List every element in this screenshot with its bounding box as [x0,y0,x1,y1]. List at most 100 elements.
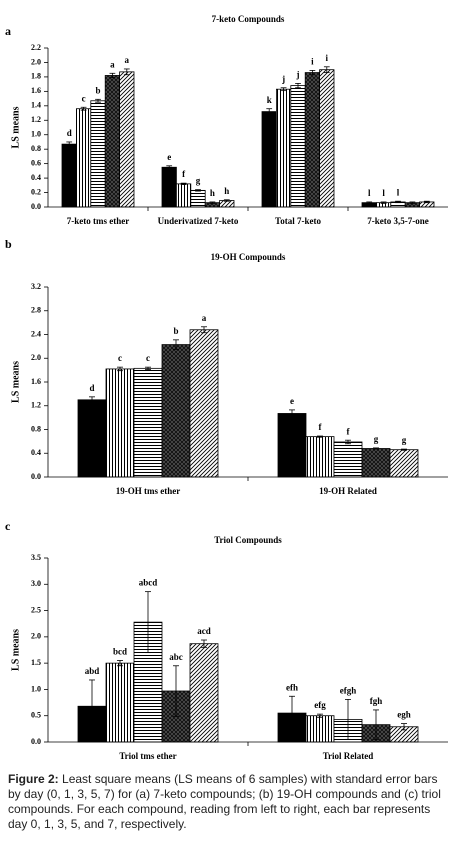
y-tick-label: 2.2 [31,43,41,52]
value-label: d [89,383,94,393]
y-tick-label: 3.0 [31,579,41,588]
value-label: i [326,53,329,63]
y-tick-label: 2.0 [31,632,41,641]
value-label: e [290,396,294,406]
value-label: b [95,85,100,95]
x-tick-label: Total 7-keto [275,216,321,226]
bar [133,367,163,478]
value-label: g [196,176,201,186]
value-label: c [118,353,122,363]
bar [261,111,277,208]
y-tick-label: 1.5 [31,658,41,667]
bar [175,183,192,208]
value-label: l [368,188,371,198]
y-tick-label: 1.0 [31,130,41,139]
bar [189,329,219,478]
value-label: h [224,186,229,196]
value-label: l [382,188,385,198]
y-tick-label: 0.0 [31,202,41,211]
bar [76,108,92,208]
value-label: f [182,169,186,179]
chart-title: 7-keto Compounds [212,14,285,24]
value-label: f [319,422,323,432]
value-label: bcd [113,647,127,657]
x-tick-label: Triol Related [323,751,374,761]
value-label: c [146,353,150,363]
value-label: egh [397,710,411,720]
bar [319,69,335,208]
value-label: j [296,69,300,79]
y-axis-label: LS means [10,361,21,403]
bar [304,72,321,208]
value-label: g [374,434,379,444]
value-label: e [167,152,171,162]
value-label: efg [314,700,326,710]
y-tick-label: 3.2 [31,282,41,291]
value-label: l [397,187,400,197]
bar [161,166,177,208]
bar [190,189,206,208]
x-tick-label: Underivatized 7-keto [158,216,239,226]
bar [305,715,335,743]
y-tick-label: 1.2 [31,401,41,410]
y-axis-label: LS means [10,629,21,671]
x-tick-label: 19-OH Related [319,486,377,496]
value-label: h [210,188,215,198]
value-label: abcd [139,578,158,588]
y-tick-label: 0.0 [31,737,41,746]
bar [161,344,191,478]
x-tick-label: Triol tms ether [119,751,176,761]
value-label: abd [85,666,100,676]
y-tick-label: 0.2 [31,187,41,196]
value-label: j [281,74,285,84]
y-tick-label: 2.8 [31,306,41,315]
x-tick-label: 19-OH tms ether [116,486,180,496]
bar [119,71,135,208]
bar [61,143,77,208]
panel-label: b [5,237,12,251]
bar [305,436,335,478]
value-label: i [311,56,314,66]
y-tick-label: 0.8 [31,144,41,153]
value-label: acd [197,626,211,636]
y-axis-label: LS means [10,106,21,148]
bar [105,368,135,478]
x-tick-label: 7-keto tms ether [67,216,129,226]
figure: a 7-keto Compounds LS means 0.0 0.2 0.4 0.6 0.8… [5,14,448,761]
y-tick-label: 3.5 [31,553,41,562]
value-label: fgh [370,696,383,706]
value-label: a [202,313,207,323]
y-tick-label: 0.4 [31,173,41,182]
y-tick-label: 0.5 [31,711,41,720]
value-label: k [267,95,272,105]
bar [104,75,120,208]
bar [277,413,307,478]
value-label: d [67,128,72,138]
chart-title: 19-OH Compounds [211,252,286,262]
x-tick-label: 7-keto 3,5-7-one [367,216,429,226]
value-label: a [125,55,130,65]
y-tick-label: 0.0 [31,472,41,481]
y-tick-label: 0.4 [31,448,41,457]
value-label: f [347,426,351,436]
bar [105,662,135,743]
bar [389,449,419,478]
chart-title: Triol Compounds [214,535,282,545]
y-tick-label: 0.8 [31,424,41,433]
caption-label: Figure 2: [8,772,59,786]
panel-label: a [5,24,11,38]
value-label: efh [286,682,298,692]
y-tick-label: 2.0 [31,353,41,362]
caption: Figure 2: Least square means (LS means o… [8,772,450,832]
value-label: c [82,93,86,103]
value-label: abc [169,652,183,662]
caption-text: Least square means (LS means of 6 sample… [8,772,441,831]
y-tick-label: 0.6 [31,158,41,167]
value-label: g [402,435,407,445]
panel-label: c [5,519,11,533]
y-tick-label: 1.6 [31,86,41,95]
y-tick-label: 2.0 [31,57,41,66]
y-tick-label: 1.0 [31,684,41,693]
value-label: a [110,59,115,69]
bar [90,100,106,208]
